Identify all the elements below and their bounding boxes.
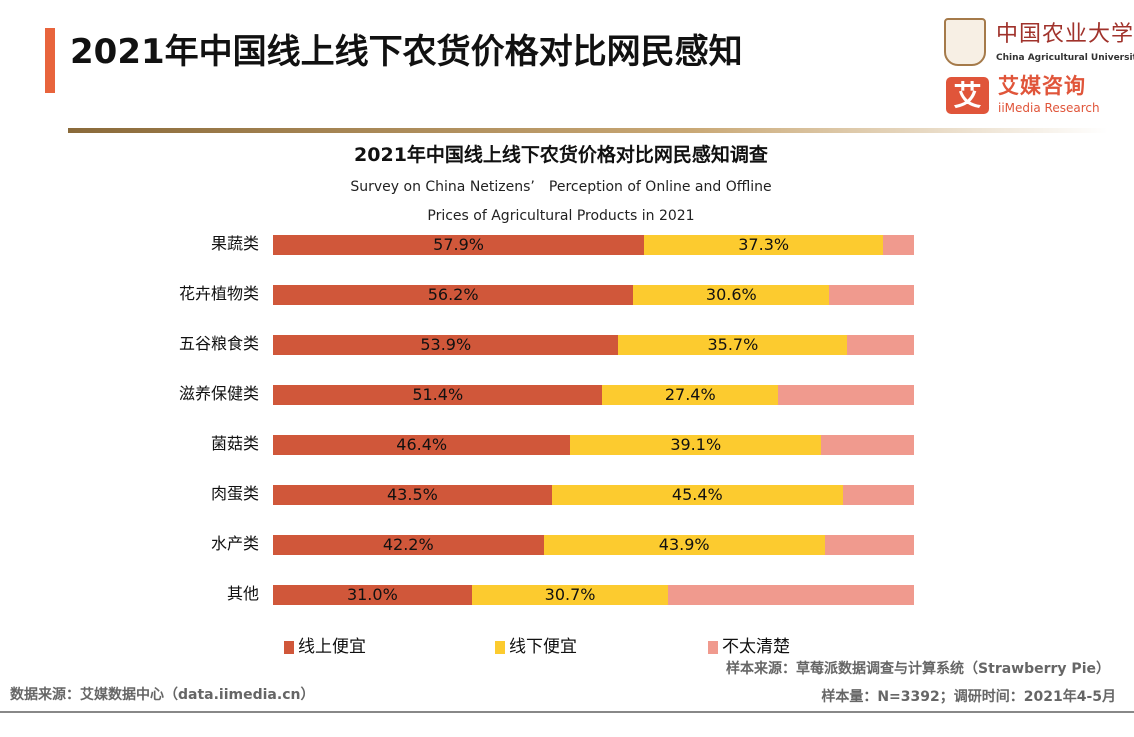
header-divider [68, 128, 1108, 133]
bar-segment [273, 385, 603, 405]
category-label: 其他 [226, 584, 259, 603]
chart-subtitle-2: Prices of Agricultural Products in 2021 [427, 208, 695, 224]
category-label: 花卉植物类 [178, 284, 259, 303]
bar-segment [273, 435, 571, 455]
legend-label: 线上便宜 [298, 637, 366, 657]
category-label: 肉蛋类 [210, 484, 259, 503]
bar-segment [829, 285, 914, 305]
data-label: 53.9% [420, 335, 472, 354]
data-label: 51.4% [412, 385, 464, 404]
bar-segment [543, 535, 825, 555]
iimedia-logo-en: iiMedia Research [998, 101, 1100, 115]
data-source: 数据来源：艾媒数据中心（data.iimedia.cn） [10, 687, 315, 703]
category-label: 滋养保健类 [178, 384, 259, 403]
data-label: 46.4% [396, 435, 448, 454]
bar-segment [273, 585, 472, 605]
bar-segment [273, 335, 619, 355]
data-label: 57.9% [433, 235, 484, 254]
bar-segment [821, 435, 914, 455]
legend-unsure: 不太清楚 [708, 637, 790, 657]
legend-swatch-unsure [708, 640, 718, 654]
bar-segment [273, 535, 544, 555]
bar-segment [570, 435, 822, 455]
bar-segment [668, 585, 914, 605]
category-label: 五谷粮食类 [178, 334, 259, 353]
data-label: 27.4% [664, 385, 716, 404]
legend-label: 线下便宜 [509, 637, 577, 657]
chart-title: 2021年中国线上线下农货价格对比网民感知调查 [354, 144, 768, 166]
bar-segment [778, 385, 914, 405]
data-label: 35.7% [707, 335, 759, 354]
footer-divider [0, 711, 1134, 713]
cau-logo-en: China Agricultural University [996, 53, 1134, 63]
bar-segment [273, 285, 634, 305]
data-label: 42.2% [382, 535, 434, 554]
bar-segment [847, 335, 914, 355]
bar-segment [273, 235, 645, 255]
bar-segment [273, 485, 552, 505]
data-label: 43.9% [658, 535, 710, 554]
bar-segment [883, 235, 914, 255]
bar-segment [842, 485, 914, 505]
data-label: 43.5% [387, 485, 438, 504]
bar-segment [644, 235, 884, 255]
cau-emblem-logo [944, 18, 986, 66]
data-label: 45.4% [671, 485, 723, 504]
data-label: 56.2% [427, 285, 479, 304]
legend-swatch-online [284, 640, 294, 654]
iimedia-logo-text: 艾媒咨询 [998, 74, 1086, 98]
legend-label: 不太清楚 [722, 637, 790, 657]
bar-segment [602, 385, 779, 405]
title-accent-bar [45, 28, 55, 93]
category-label: 水产类 [210, 534, 259, 553]
sample-info: 样本量：N=3392；调研时间：2021年4-5月 [821, 689, 1116, 705]
chart-subtitle-1: Survey on China Netizens’ Perception of … [350, 179, 772, 195]
legend-swatch-offline [495, 640, 505, 654]
category-label: 菌菇类 [210, 434, 259, 453]
bar-segment [471, 585, 669, 605]
data-label: 30.7% [544, 585, 596, 604]
legend-online: 线上便宜 [284, 637, 366, 657]
data-label: 30.6% [705, 285, 757, 304]
sample-source: 样本来源：草莓派数据调查与计算系统（Strawberry Pie） [726, 661, 1110, 677]
bar-segment [633, 285, 830, 305]
data-label: 39.1% [670, 435, 722, 454]
data-label: 37.3% [738, 235, 790, 254]
category-label: 果蔬类 [210, 234, 259, 253]
cau-logo-text: 中国农业大学 [996, 22, 1134, 47]
data-label: 31.0% [346, 585, 398, 604]
bar-segment [824, 535, 914, 555]
bar-segment [618, 335, 848, 355]
iimedia-logo-mark: 艾 [946, 77, 989, 114]
legend-offline: 线下便宜 [495, 637, 577, 657]
page-title: 2021年中国线上线下农货价格对比网民感知 [70, 32, 743, 72]
bar-segment [551, 485, 843, 505]
